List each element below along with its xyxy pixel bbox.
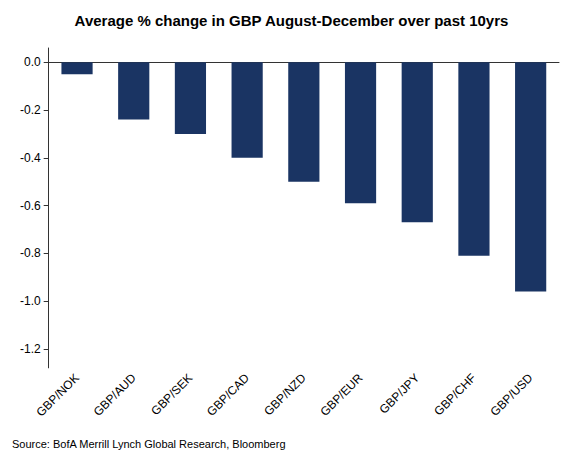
svg-text:GBP/NZD: GBP/NZD (261, 371, 309, 419)
svg-text:-0.4: -0.4 (20, 151, 41, 165)
svg-text:GBP/JPY: GBP/JPY (376, 371, 422, 417)
svg-text:GBP/NOK: GBP/NOK (33, 371, 82, 420)
svg-text:GBP/USD: GBP/USD (488, 371, 536, 419)
svg-text:GBP/AUD: GBP/AUD (91, 371, 139, 419)
svg-text:-1.0: -1.0 (20, 294, 41, 308)
svg-text:-0.6: -0.6 (20, 199, 41, 213)
svg-text:-1.2: -1.2 (20, 342, 41, 356)
svg-text:Average % change in GBP August: Average % change in GBP August-December … (75, 12, 509, 29)
svg-text:GBP/CHF: GBP/CHF (431, 371, 479, 419)
svg-text:GBP/CAD: GBP/CAD (204, 371, 252, 419)
svg-text:GBP/EUR: GBP/EUR (317, 371, 365, 419)
svg-text:0.0: 0.0 (24, 55, 41, 69)
svg-text:Source: BofA Merrill Lynch Glo: Source: BofA Merrill Lynch Global Resear… (12, 438, 286, 450)
svg-text:GBP/SEK: GBP/SEK (148, 371, 195, 418)
svg-text:-0.8: -0.8 (20, 246, 41, 260)
svg-text:-0.2: -0.2 (20, 103, 41, 117)
